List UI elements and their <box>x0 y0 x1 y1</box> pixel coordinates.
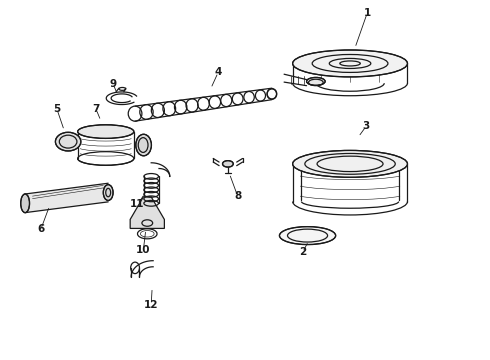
Ellipse shape <box>103 185 113 201</box>
Polygon shape <box>130 197 164 228</box>
Text: 12: 12 <box>144 300 158 310</box>
Polygon shape <box>25 183 108 213</box>
Text: 11: 11 <box>130 199 145 210</box>
Text: 5: 5 <box>53 104 60 114</box>
Ellipse shape <box>279 226 336 244</box>
Ellipse shape <box>77 125 134 138</box>
Text: 2: 2 <box>299 247 306 257</box>
Ellipse shape <box>293 50 408 77</box>
Ellipse shape <box>136 134 151 156</box>
Text: 8: 8 <box>234 191 241 201</box>
Text: 7: 7 <box>92 104 99 114</box>
Ellipse shape <box>21 194 29 213</box>
Ellipse shape <box>222 161 233 167</box>
Text: 1: 1 <box>364 8 371 18</box>
Ellipse shape <box>307 77 325 85</box>
Text: 4: 4 <box>215 67 222 77</box>
Ellipse shape <box>55 132 81 151</box>
Text: 6: 6 <box>37 225 45 234</box>
Text: 3: 3 <box>363 121 370 131</box>
Ellipse shape <box>293 150 408 177</box>
Text: 10: 10 <box>136 245 150 255</box>
Text: 9: 9 <box>109 79 117 89</box>
